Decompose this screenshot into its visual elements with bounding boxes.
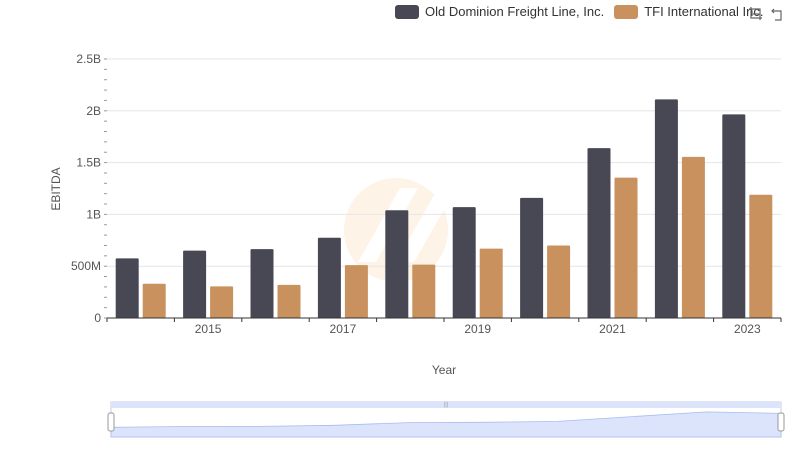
bar-odfl-2015[interactable] <box>183 250 207 318</box>
legend-swatch-tfi <box>614 4 639 19</box>
legend-item-odfl[interactable]: Old Dominion Freight Line, Inc. <box>395 4 604 19</box>
zoom-icon[interactable] <box>748 6 764 22</box>
legend-swatch-odfl <box>395 4 419 19</box>
bar-odfl-2022[interactable] <box>654 99 678 319</box>
zoom-preview-area <box>110 411 782 438</box>
bar-tfi-2021[interactable] <box>614 177 638 318</box>
grid-lines <box>107 58 781 319</box>
zoom-handle-left[interactable] <box>107 412 115 432</box>
data-zoom-slider[interactable]: ||| <box>107 401 785 438</box>
x-tick-label: 2017 <box>330 322 357 336</box>
legend: Old Dominion Freight Line, Inc. TFI Inte… <box>395 4 773 19</box>
bar-odfl-2014[interactable] <box>115 258 139 318</box>
bar-odfl-2021[interactable] <box>587 148 611 318</box>
zoom-grip-icon[interactable]: ||| <box>444 402 449 408</box>
bar-tfi-2022[interactable] <box>681 156 705 318</box>
legend-item-tfi[interactable]: TFI International Inc. <box>614 4 763 19</box>
y-tick-label: 500M <box>71 259 101 273</box>
y-tick-label: 1B <box>86 207 101 221</box>
bar-tfi-2016[interactable] <box>277 284 301 318</box>
zoom-handle-right[interactable] <box>777 412 785 432</box>
y-tick-label: 1.5B <box>76 156 101 170</box>
bar-odfl-2016[interactable] <box>250 249 274 318</box>
x-tick-label: 2023 <box>734 322 761 336</box>
bar-odfl-2019[interactable] <box>452 207 476 318</box>
bar-odfl-2023[interactable] <box>722 114 746 319</box>
y-axis-label: EBITDA <box>49 167 63 210</box>
x-axis-label: Year <box>432 363 456 377</box>
x-tick-label: 2021 <box>599 322 626 336</box>
y-tick-label: 0 <box>94 311 101 325</box>
toolbox <box>748 6 786 22</box>
zoom-top-bar[interactable] <box>111 402 781 408</box>
legend-label-odfl: Old Dominion Freight Line, Inc. <box>425 4 605 19</box>
legend-label-tfi: TFI International Inc. <box>644 4 764 19</box>
bar-tfi-2019[interactable] <box>479 248 503 318</box>
x-tick-label: 2019 <box>464 322 491 336</box>
restore-icon[interactable] <box>770 6 786 22</box>
bar-tfi-2020[interactable] <box>547 245 571 318</box>
bars <box>115 99 773 319</box>
bar-tfi-2014[interactable] <box>142 283 166 318</box>
bar-odfl-2017[interactable] <box>317 237 341 318</box>
x-tick-label: 2015 <box>195 322 222 336</box>
y-tick-label: 2.5B <box>76 52 101 66</box>
bar-odfl-2018[interactable] <box>385 210 409 318</box>
y-tick-label: 2B <box>86 104 101 118</box>
y-axis-ticks: 0 500M 1B 1.5B 2B 2.5B <box>71 52 107 325</box>
bar-tfi-2023[interactable] <box>749 194 773 318</box>
bar-tfi-2018[interactable] <box>412 264 436 318</box>
bar-tfi-2017[interactable] <box>344 265 368 318</box>
bar-odfl-2020[interactable] <box>520 197 544 318</box>
x-axis: 2015 2017 2019 2021 2023 <box>106 317 782 336</box>
bar-tfi-2015[interactable] <box>210 286 234 318</box>
